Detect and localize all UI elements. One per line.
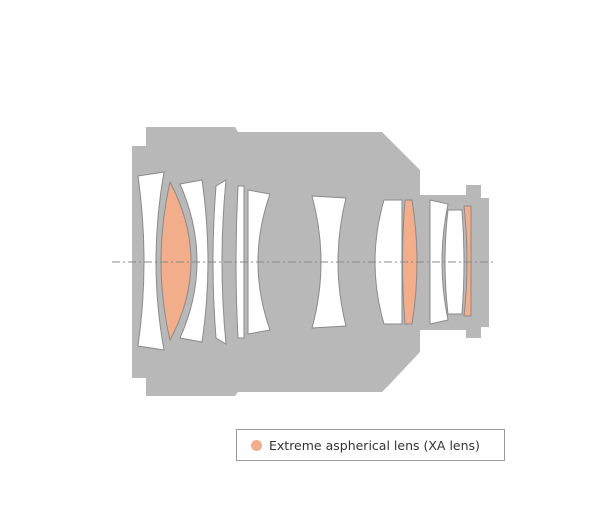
xa-lens-element-3 — [463, 205, 472, 317]
lens-element-5 — [247, 189, 271, 335]
legend-label: Extreme aspherical lens (XA lens) — [269, 437, 480, 453]
xa-lens-element-1 — [160, 180, 192, 342]
xa-lens-element-2 — [402, 199, 418, 325]
lens-element-1 — [137, 171, 165, 351]
lens-element-6 — [311, 195, 347, 329]
legend: Extreme aspherical lens (XA lens) — [236, 429, 505, 461]
lens-element-2 — [179, 179, 209, 343]
xa-lens-swatch — [251, 439, 262, 451]
